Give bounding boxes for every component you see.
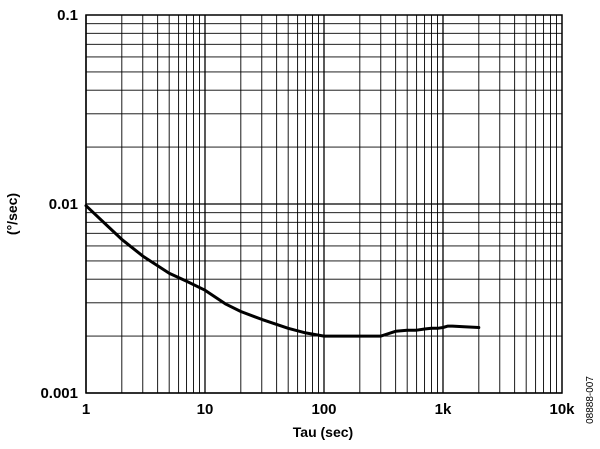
y-tick-label: 0.01 xyxy=(49,196,78,213)
x-tick-label: 1 xyxy=(82,401,90,418)
y-axis-ticks: 0.001 0.01 0.1 xyxy=(40,7,78,402)
x-axis-title: Tau (sec) xyxy=(293,424,353,440)
series-layer xyxy=(84,204,481,338)
x-tick-label: 10 xyxy=(197,401,214,418)
figure-id: 08888-007 xyxy=(585,376,596,424)
x-tick-label: 1k xyxy=(435,401,452,418)
y-axis-title: (°/sec) xyxy=(4,193,20,235)
x-axis-ticks: 1 10 100 1k 10k xyxy=(82,401,575,418)
y-tick-label: 0.001 xyxy=(40,385,78,402)
plot-frame xyxy=(85,14,563,394)
x-tick-label: 100 xyxy=(311,401,336,418)
y-tick-label: 0.1 xyxy=(57,7,78,24)
x-tick-label: 10k xyxy=(549,401,575,418)
series-line-1 xyxy=(84,204,481,338)
